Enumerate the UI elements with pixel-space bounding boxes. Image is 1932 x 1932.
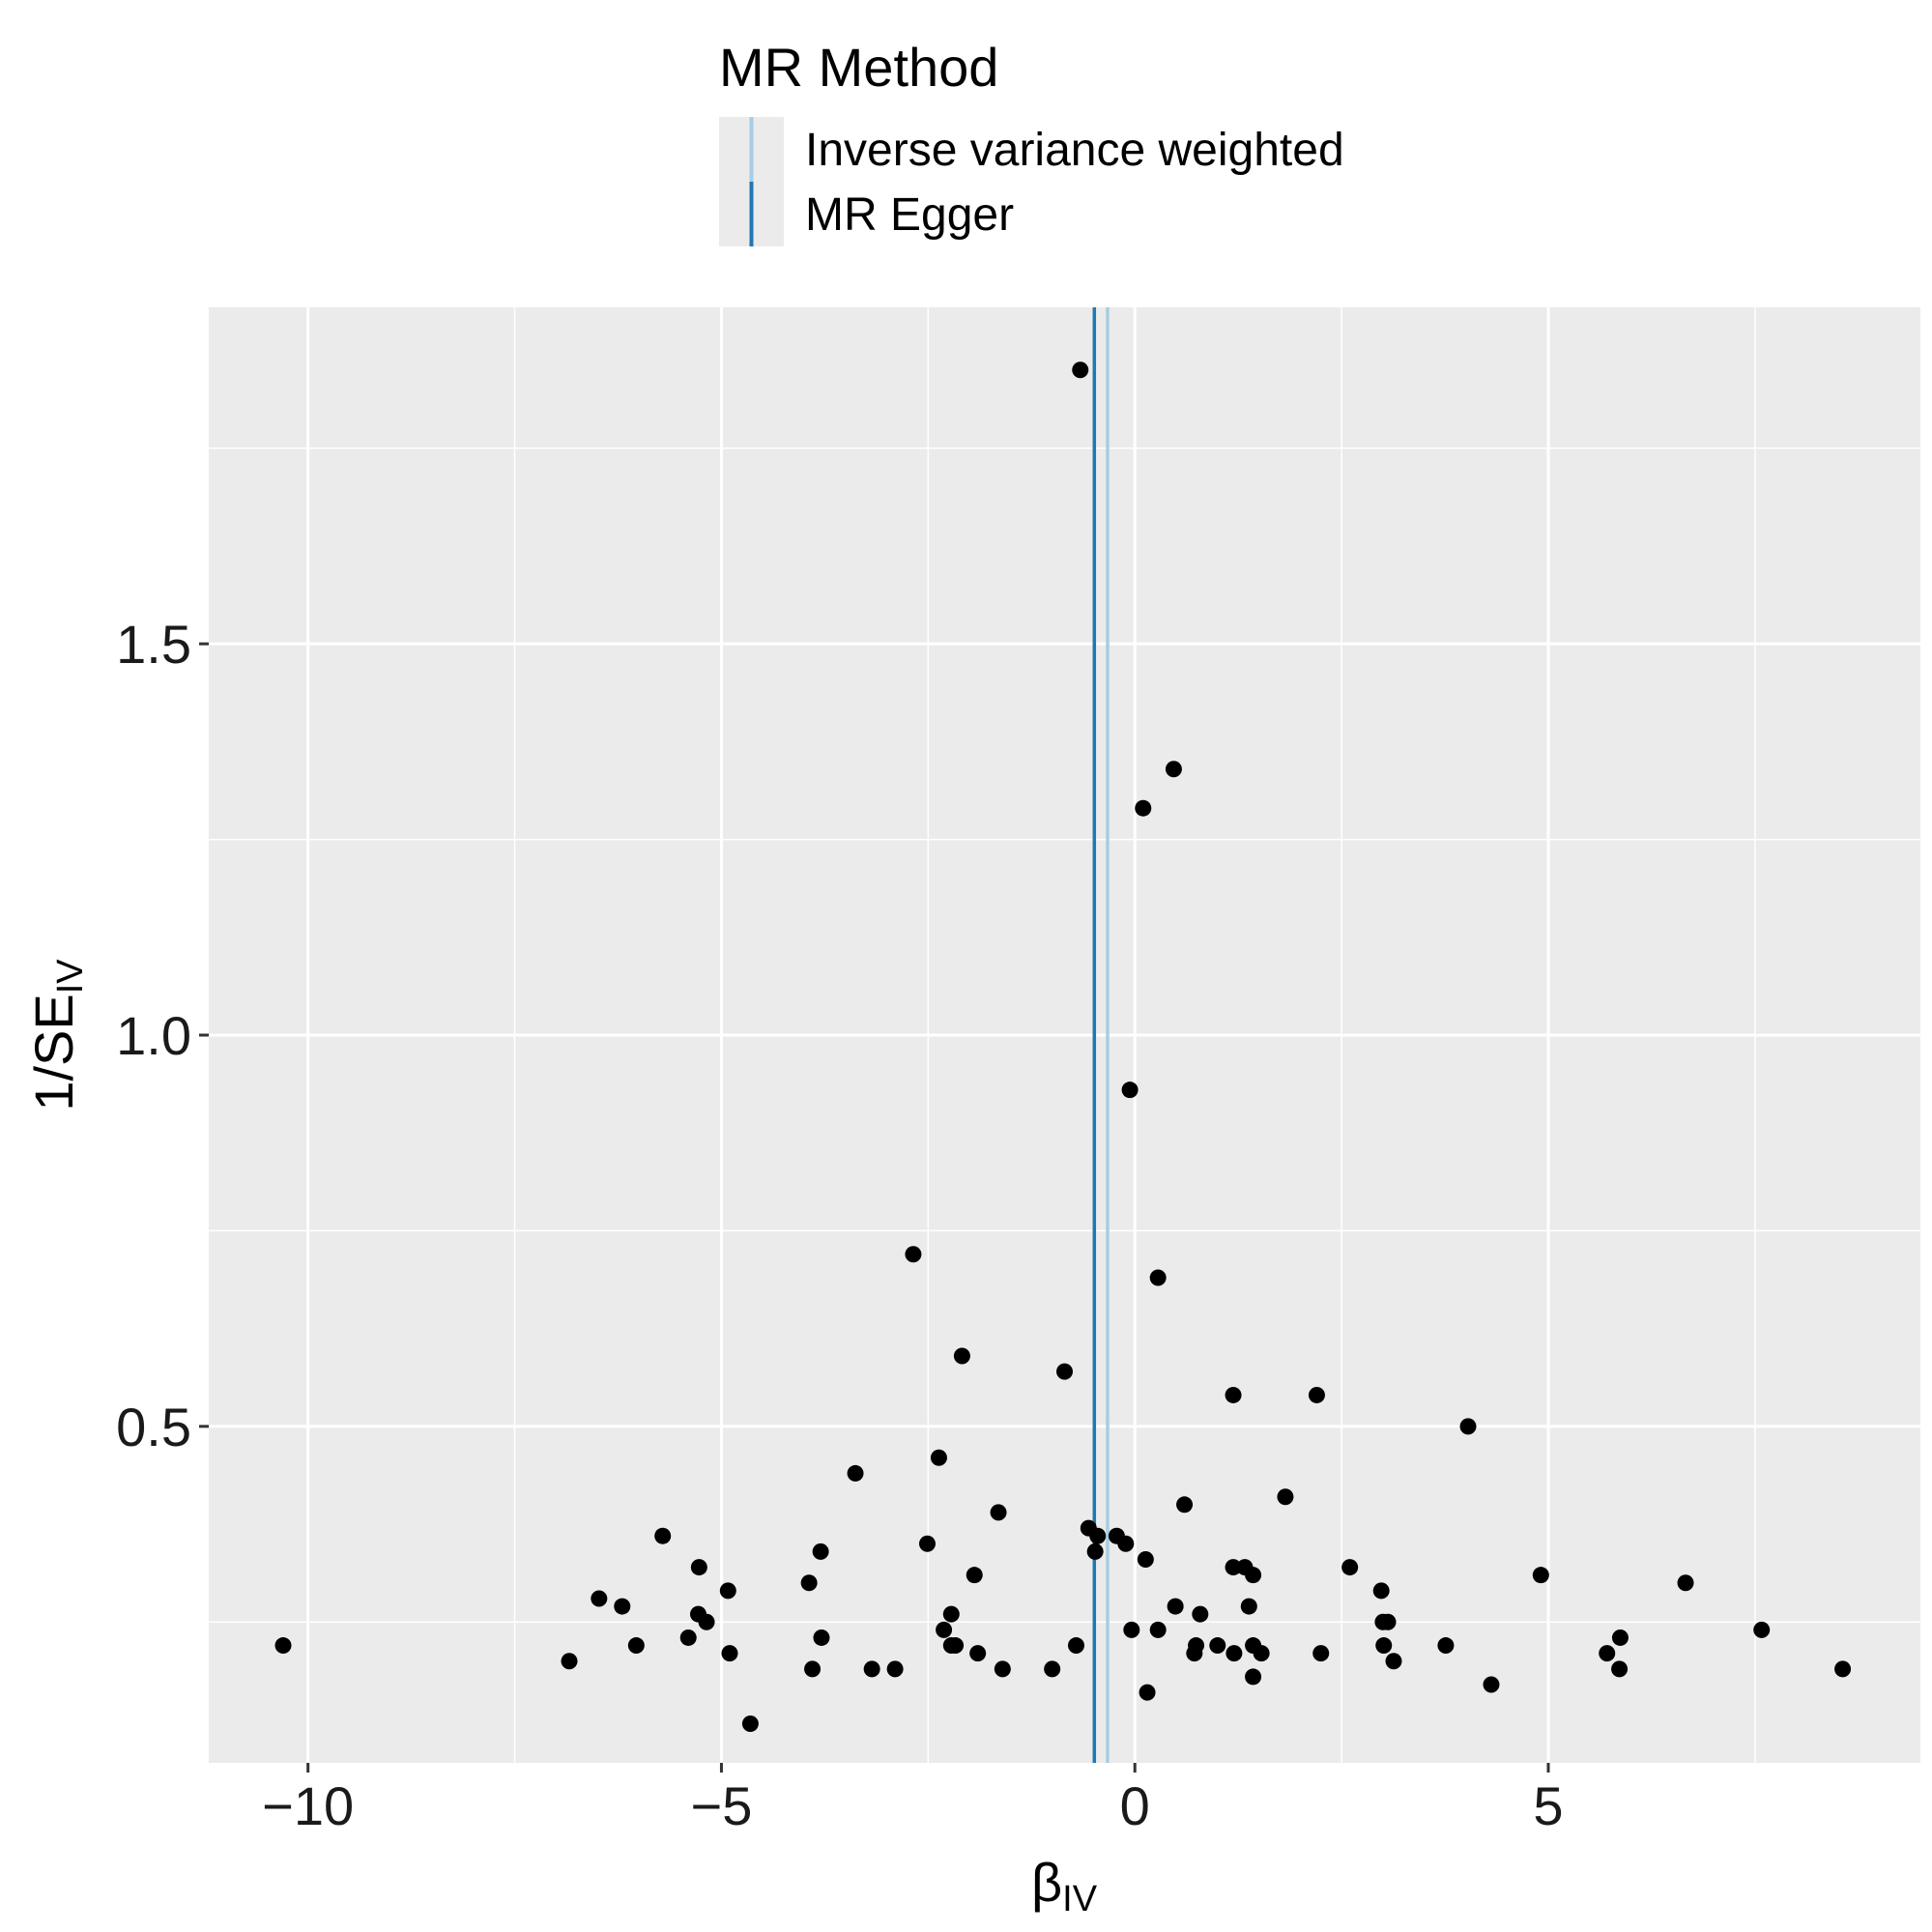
data-point xyxy=(1150,1622,1167,1638)
data-point xyxy=(801,1574,818,1591)
data-point xyxy=(1139,1685,1156,1701)
data-point xyxy=(1068,1637,1084,1654)
data-point xyxy=(1226,1387,1242,1403)
data-point xyxy=(991,1504,1007,1520)
data-point xyxy=(691,1559,707,1575)
data-point xyxy=(947,1637,964,1654)
y-axis-title-main: 1/SE xyxy=(23,994,84,1110)
data-point xyxy=(995,1660,1011,1677)
data-point xyxy=(1612,1629,1629,1646)
data-point xyxy=(1176,1496,1193,1513)
data-point xyxy=(1122,1081,1139,1098)
data-point xyxy=(742,1716,759,1732)
data-point xyxy=(1834,1660,1851,1677)
data-point xyxy=(1087,1543,1104,1560)
data-point xyxy=(1168,1599,1184,1615)
y-axis: 0.5 1.0 1.5 xyxy=(116,614,209,1457)
y-tick-label: 1.0 xyxy=(116,1005,191,1066)
data-point xyxy=(1437,1637,1454,1654)
data-point xyxy=(1072,361,1088,378)
data-point xyxy=(919,1536,936,1552)
data-point xyxy=(722,1645,738,1661)
legend-label-ivw: Inverse variance weighted xyxy=(805,125,1344,176)
y-axis-title: 1/SEIV xyxy=(23,959,91,1111)
data-point xyxy=(1373,1582,1390,1599)
data-point xyxy=(1166,761,1182,777)
y-axis-title-sub: IV xyxy=(50,959,91,995)
data-point xyxy=(654,1528,671,1544)
y-tick-label: 0.5 xyxy=(116,1397,191,1457)
data-point xyxy=(1209,1637,1226,1654)
data-point xyxy=(936,1622,952,1638)
data-point xyxy=(1460,1418,1477,1434)
data-point xyxy=(848,1465,864,1482)
data-point xyxy=(1044,1660,1060,1677)
data-point xyxy=(1375,1637,1392,1654)
data-point xyxy=(1380,1614,1397,1630)
data-point xyxy=(1089,1528,1106,1544)
data-point xyxy=(1186,1645,1202,1661)
data-point xyxy=(1678,1574,1694,1591)
x-axis: −10 −5 0 5 xyxy=(262,1763,1563,1836)
data-point xyxy=(813,1543,829,1560)
data-point xyxy=(1192,1606,1208,1623)
legend-label-mr-egger: MR Egger xyxy=(805,189,1014,241)
data-point xyxy=(931,1450,947,1466)
data-point xyxy=(699,1614,715,1630)
data-point xyxy=(905,1246,921,1262)
data-point xyxy=(1386,1653,1402,1669)
data-point xyxy=(680,1629,697,1646)
data-point xyxy=(954,1347,970,1364)
data-point xyxy=(1312,1645,1329,1661)
legend-title: MR Method xyxy=(719,37,998,98)
data-point xyxy=(804,1660,821,1677)
data-point xyxy=(720,1582,736,1599)
data-point xyxy=(1599,1645,1615,1661)
data-point xyxy=(614,1599,630,1615)
data-point xyxy=(1753,1622,1770,1638)
data-point xyxy=(1056,1364,1073,1380)
data-point xyxy=(1483,1677,1499,1693)
data-point xyxy=(1150,1270,1167,1286)
data-point xyxy=(591,1590,607,1606)
x-axis-title-main: β xyxy=(1031,1852,1062,1913)
data-point xyxy=(1226,1645,1242,1661)
x-tick-label: 0 xyxy=(1120,1775,1150,1836)
data-point xyxy=(1245,1668,1261,1685)
data-point xyxy=(864,1660,880,1677)
data-point xyxy=(1123,1622,1139,1638)
data-point xyxy=(813,1629,829,1646)
x-tick-label: −5 xyxy=(691,1775,753,1836)
data-point xyxy=(628,1637,645,1654)
data-point xyxy=(275,1637,292,1654)
data-point xyxy=(1611,1660,1628,1677)
data-point xyxy=(562,1653,578,1669)
data-point xyxy=(943,1606,960,1623)
data-point xyxy=(966,1567,983,1583)
x-tick-label: −10 xyxy=(262,1775,354,1836)
data-point xyxy=(887,1660,904,1677)
legend: MR Method Inverse variance weighted MR E… xyxy=(719,37,1344,246)
y-tick-label: 1.5 xyxy=(116,614,191,675)
data-point xyxy=(1135,800,1151,817)
x-axis-title: βIV xyxy=(1031,1852,1098,1919)
x-axis-title-sub: IV xyxy=(1062,1879,1098,1919)
data-point xyxy=(1245,1567,1261,1583)
data-point xyxy=(1138,1551,1154,1568)
data-point xyxy=(1117,1536,1134,1552)
data-point xyxy=(1254,1645,1270,1661)
data-point xyxy=(1309,1387,1325,1403)
data-point xyxy=(1277,1488,1293,1505)
data-point xyxy=(969,1645,986,1661)
data-point xyxy=(1533,1567,1549,1583)
x-tick-label: 5 xyxy=(1533,1775,1563,1836)
data-point xyxy=(1341,1559,1358,1575)
data-point xyxy=(1241,1599,1257,1615)
